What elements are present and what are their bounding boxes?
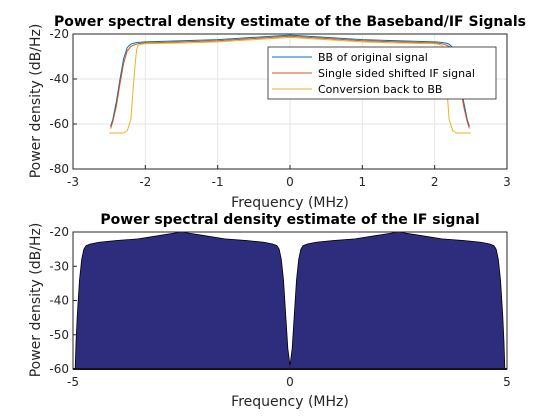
baseband-chart-title: Power spectral density estimate of the B… <box>54 14 526 30</box>
x-tick-label: 2 <box>431 175 439 189</box>
y-tick-label: -20 <box>49 27 69 41</box>
y-tick-label: -30 <box>49 259 69 273</box>
x-tick-label: 5 <box>503 375 511 389</box>
x-tick-label: -5 <box>67 375 79 389</box>
if-chart-title: Power spectral density estimate of the I… <box>100 212 479 228</box>
baseband-psd-chart: -3 -2 -1 0 1 2 3 -80 -60 -40 -20 Power spectral de… <box>28 14 526 211</box>
legend-label-single-sided-if: Single sided shifted IF signal <box>318 67 475 80</box>
y-tick-label: -40 <box>49 72 69 86</box>
baseband-x-axis-label: Frequency (MHz) <box>231 195 349 211</box>
if-x-axis-label: Frequency (MHz) <box>231 394 349 410</box>
legend-label-conversion-bb: Conversion back to BB <box>318 83 442 96</box>
y-tick-label: -60 <box>49 117 69 131</box>
y-tick-label: -80 <box>49 162 69 176</box>
y-tick-label: -40 <box>49 294 69 308</box>
if-psd-chart: -5 0 5-60-50-40-30-20 Power spectral densi… <box>28 212 511 410</box>
if-psd-area <box>74 231 506 370</box>
x-tick-label: -1 <box>212 175 224 189</box>
y-tick-label: -60 <box>49 362 69 376</box>
legend-label-bb-original: BB of original signal <box>318 51 428 64</box>
y-tick-label: -20 <box>49 225 69 239</box>
y-tick-label: -50 <box>49 328 69 342</box>
x-tick-label: -2 <box>139 175 151 189</box>
if-ticks: -5 0 5-60-50-40-30-20 <box>49 225 510 389</box>
if-y-axis-label: Power density (dB/Hz) <box>28 223 44 378</box>
x-tick-label: -3 <box>67 175 79 189</box>
baseband-y-axis-label: Power density (dB/Hz) <box>28 24 44 179</box>
x-tick-label: 0 <box>286 175 294 189</box>
x-tick-label: 3 <box>503 175 511 189</box>
baseband-legend[interactable]: BB of original signal Single sided shift… <box>267 46 497 100</box>
x-tick-label: 1 <box>359 175 367 189</box>
x-tick-label: 0 <box>286 375 294 389</box>
baseband-ticks: -3 -2 -1 0 1 2 3 -80 -60 -40 -20 <box>49 27 510 189</box>
